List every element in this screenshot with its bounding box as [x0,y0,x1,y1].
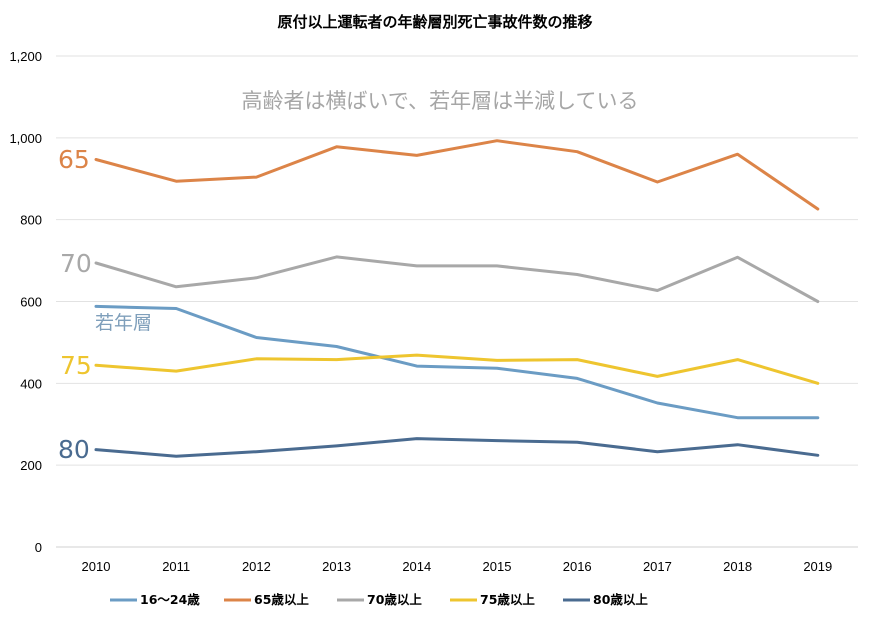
y-tick-label: 1,000 [9,131,42,146]
x-tick-label: 2010 [82,559,111,574]
gridlines [56,55,858,548]
legend-label: 75歳以上 [480,592,535,607]
series-lines [94,139,820,458]
y-tick-label: 1,200 [9,49,42,64]
series-line [94,139,820,211]
legend-label: 65歳以上 [254,592,309,607]
series-label: 75 [60,351,92,380]
x-tick-label: 2013 [322,559,351,574]
legend-label: 70歳以上 [367,592,422,607]
series-line [94,353,820,385]
series-line [94,437,820,458]
y-tick-label: 0 [35,540,42,555]
series-labels: 65 70 75 80 若年層 [58,145,152,464]
y-tick-label: 800 [20,213,42,228]
x-tick-label: 2012 [242,559,271,574]
x-axis-ticks: 2010 2011 2012 2013 2014 2015 2016 2017 2018 2019 [82,559,833,574]
x-tick-label: 2015 [483,559,512,574]
x-tick-label: 2017 [643,559,672,574]
x-tick-label: 2018 [723,559,752,574]
series-label: 80 [58,435,90,464]
x-tick-label: 2016 [563,559,592,574]
y-tick-label: 400 [20,376,42,391]
x-tick-label: 2011 [162,559,190,574]
y-axis-ticks: 0 200 400 600 800 1,000 1,200 [9,49,42,555]
series-label: 65 [58,145,90,174]
legend-label: 80歳以上 [593,592,648,607]
y-tick-label: 600 [20,295,42,310]
legend: 16～24歳 65歳以上 70歳以上 75歳以上 80歳以上 [110,592,648,607]
series-line [94,255,820,303]
chart-annotation: 高齢者は横ばいで、若年層は半減している [242,89,639,113]
series-label: 70 [60,249,92,278]
x-tick-label: 2014 [402,559,431,574]
x-tick-label: 2019 [803,559,832,574]
series-line [94,304,820,420]
y-tick-label: 200 [20,458,42,473]
series-label: 若年層 [95,312,152,334]
legend-label: 16～24歳 [140,592,200,607]
chart-title: 原付以上運転者の年齢層別死亡事故件数の推移 [277,13,592,31]
